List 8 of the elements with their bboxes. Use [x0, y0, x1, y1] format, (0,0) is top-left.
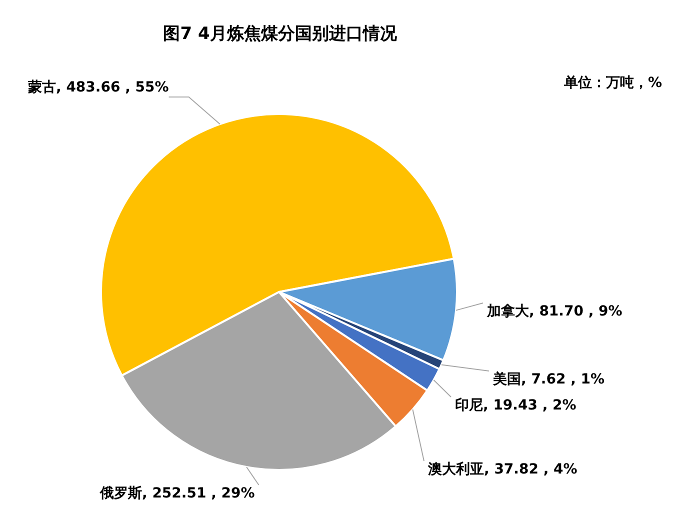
text: 单位：万吨，%: [564, 74, 662, 92]
slice-label: 印尼, 19.43 , 2%: [455, 398, 576, 414]
slice-label: 加拿大, 81.70 , 9%: [486, 304, 622, 320]
slice-label: 澳大利亚, 37.82 , 4%: [427, 462, 578, 478]
slice-label: 蒙古, 483.66 , 55%: [27, 80, 169, 96]
chart-title: 图7 4月炼焦煤分国别进口情况: [162, 23, 398, 45]
slice-label: 美国, 7.62 , 1%: [492, 370, 605, 388]
slice-label: 俄罗斯, 252.51 , 29%: [99, 486, 255, 502]
